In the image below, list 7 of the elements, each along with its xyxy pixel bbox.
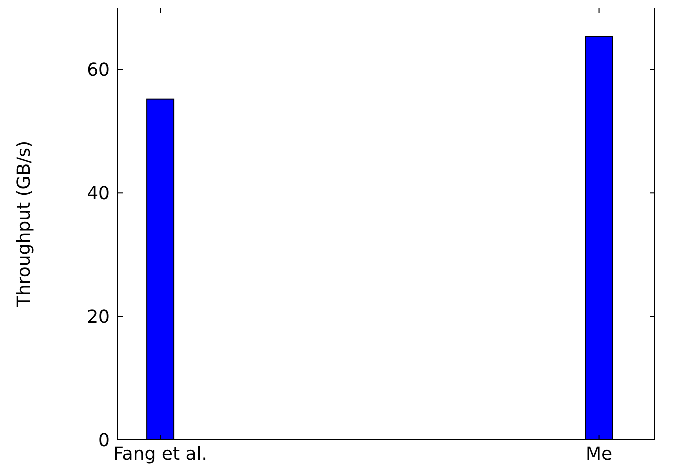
y-axis-title: Throughput (GB/s) <box>14 140 35 308</box>
y-tick-label: 20 <box>87 306 110 328</box>
y-tick-label: 60 <box>87 60 110 82</box>
x-tick-label: Me <box>586 444 613 465</box>
y-tick-label: 40 <box>87 183 110 204</box>
x-tick-label: Fang et al. <box>114 444 208 465</box>
y-tick-label: 0 <box>98 430 110 452</box>
